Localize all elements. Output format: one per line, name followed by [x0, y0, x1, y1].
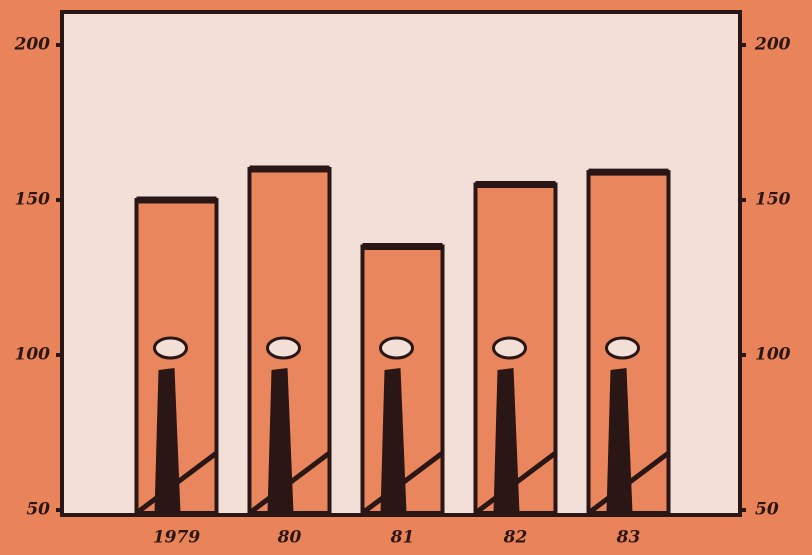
y-tick-label: 100 — [15, 345, 51, 365]
y2-tick-label: 200 — [754, 35, 791, 55]
smoke — [381, 338, 413, 358]
y2-tick-label: 150 — [755, 190, 791, 210]
smoke — [155, 338, 187, 358]
x-tick-label: 1979 — [153, 528, 200, 548]
y2-tick-label: 50 — [755, 500, 779, 520]
x-tick-label: 83 — [616, 528, 641, 548]
y-tick-label: 200 — [14, 35, 51, 55]
smoke — [268, 338, 300, 358]
smoke — [494, 338, 526, 358]
y-tick-label: 150 — [15, 190, 51, 210]
x-tick-label: 82 — [503, 528, 528, 548]
chart: 50 100 150 200 50 100 150 200 1979 80 81 82 83 — [0, 0, 812, 555]
smoke — [607, 338, 639, 358]
y2-tick-label: 100 — [755, 345, 791, 365]
x-tick-label: 81 — [390, 528, 415, 548]
x-tick-label: 80 — [277, 528, 302, 548]
y-tick-label: 50 — [26, 500, 50, 520]
